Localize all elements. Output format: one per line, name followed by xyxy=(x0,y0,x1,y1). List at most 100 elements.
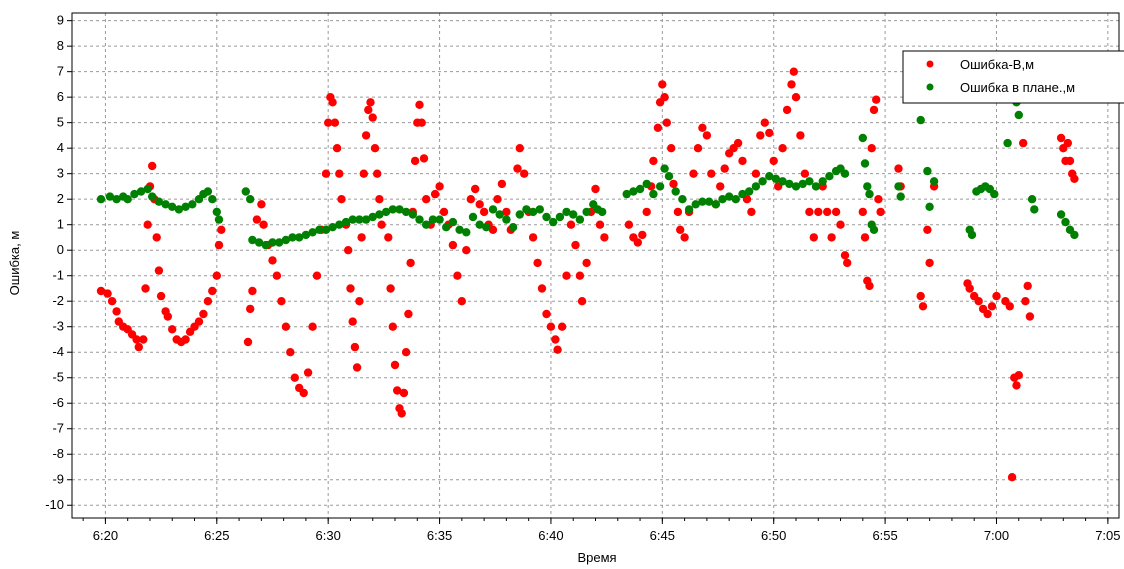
data-point xyxy=(357,233,366,242)
data-point xyxy=(553,345,562,354)
data-point xyxy=(809,233,818,242)
data-point xyxy=(466,195,475,204)
data-point xyxy=(987,302,997,311)
data-point xyxy=(785,179,794,189)
data-point xyxy=(344,246,353,255)
data-point xyxy=(827,233,836,242)
data-point xyxy=(1061,217,1070,227)
y-tick-label: -2 xyxy=(52,293,64,308)
data-point xyxy=(348,215,357,224)
data-point xyxy=(811,182,821,191)
data-point xyxy=(212,207,221,217)
y-tick-label: 6 xyxy=(57,89,64,104)
series-plan-error xyxy=(96,52,1079,250)
data-point xyxy=(321,225,331,234)
y-tick-label: 3 xyxy=(57,166,64,181)
y-tick-label: 7 xyxy=(57,64,64,79)
data-point xyxy=(290,373,299,382)
data-point xyxy=(642,179,651,189)
data-point xyxy=(814,207,823,217)
y-tick-label: -10 xyxy=(45,497,64,512)
data-point xyxy=(272,271,282,280)
data-point xyxy=(678,195,687,204)
data-point xyxy=(667,144,676,153)
data-point xyxy=(869,225,879,234)
x-tick-label: 6:20 xyxy=(93,528,118,543)
data-point xyxy=(653,123,663,132)
data-point xyxy=(435,215,444,224)
data-point xyxy=(152,233,161,242)
x-tick-label: 6:35 xyxy=(427,528,452,543)
data-point xyxy=(747,207,756,217)
data-point xyxy=(635,184,645,194)
data-point xyxy=(208,286,217,296)
data-point xyxy=(275,238,284,247)
data-point xyxy=(622,189,631,199)
data-point xyxy=(335,169,344,178)
data-point xyxy=(967,230,977,240)
data-point xyxy=(983,309,992,319)
data-point xyxy=(123,195,132,204)
data-point xyxy=(513,164,522,173)
data-point xyxy=(684,205,694,214)
y-tick-label: -1 xyxy=(52,268,64,283)
data-point xyxy=(368,113,377,122)
data-point xyxy=(246,195,255,204)
x-tick-label: 7:05 xyxy=(1095,528,1120,543)
data-point xyxy=(268,256,277,265)
y-axis-title: Ошибка, м xyxy=(7,231,22,296)
data-point xyxy=(377,220,386,229)
data-point xyxy=(148,161,157,171)
data-point xyxy=(918,302,928,311)
data-point xyxy=(419,154,429,163)
data-point xyxy=(482,223,491,232)
data-point xyxy=(725,192,734,201)
data-point xyxy=(1070,174,1079,183)
data-point xyxy=(330,118,340,127)
y-tick-label: -5 xyxy=(52,370,64,385)
data-point xyxy=(328,223,337,232)
data-point xyxy=(751,169,761,178)
data-point xyxy=(720,164,729,173)
data-point xyxy=(662,118,671,127)
data-point xyxy=(350,342,360,352)
data-point xyxy=(660,164,669,173)
data-point xyxy=(132,335,141,344)
data-point xyxy=(462,228,471,237)
data-point xyxy=(860,159,870,168)
data-point xyxy=(243,337,253,347)
data-point xyxy=(96,286,106,296)
data-point xyxy=(254,238,264,247)
data-point xyxy=(787,80,796,89)
data-point xyxy=(702,131,712,140)
data-point xyxy=(288,233,297,242)
data-point xyxy=(134,342,143,352)
data-point xyxy=(364,105,373,115)
data-point xyxy=(453,271,462,280)
data-point xyxy=(168,325,177,334)
data-point xyxy=(203,297,213,306)
data-point xyxy=(457,297,466,306)
data-point xyxy=(551,335,560,344)
data-point xyxy=(497,179,507,189)
data-point xyxy=(840,251,850,260)
data-point xyxy=(698,197,707,206)
data-point xyxy=(261,240,270,250)
data-point xyxy=(442,223,451,232)
data-point xyxy=(760,118,769,127)
x-tick-label: 6:50 xyxy=(761,528,786,543)
data-point xyxy=(718,195,727,204)
data-point xyxy=(1023,281,1032,291)
x-tick-label: 6:25 xyxy=(204,528,229,543)
data-point xyxy=(923,166,932,176)
x-tick-label: 7:00 xyxy=(984,528,1009,543)
data-point xyxy=(974,297,983,306)
data-point xyxy=(308,228,317,237)
data-point xyxy=(805,177,814,186)
data-point xyxy=(277,297,286,306)
data-point xyxy=(823,207,832,217)
y-tick-label: 0 xyxy=(57,242,64,257)
data-point xyxy=(542,212,551,222)
data-point xyxy=(633,238,642,247)
data-point xyxy=(1030,205,1039,214)
